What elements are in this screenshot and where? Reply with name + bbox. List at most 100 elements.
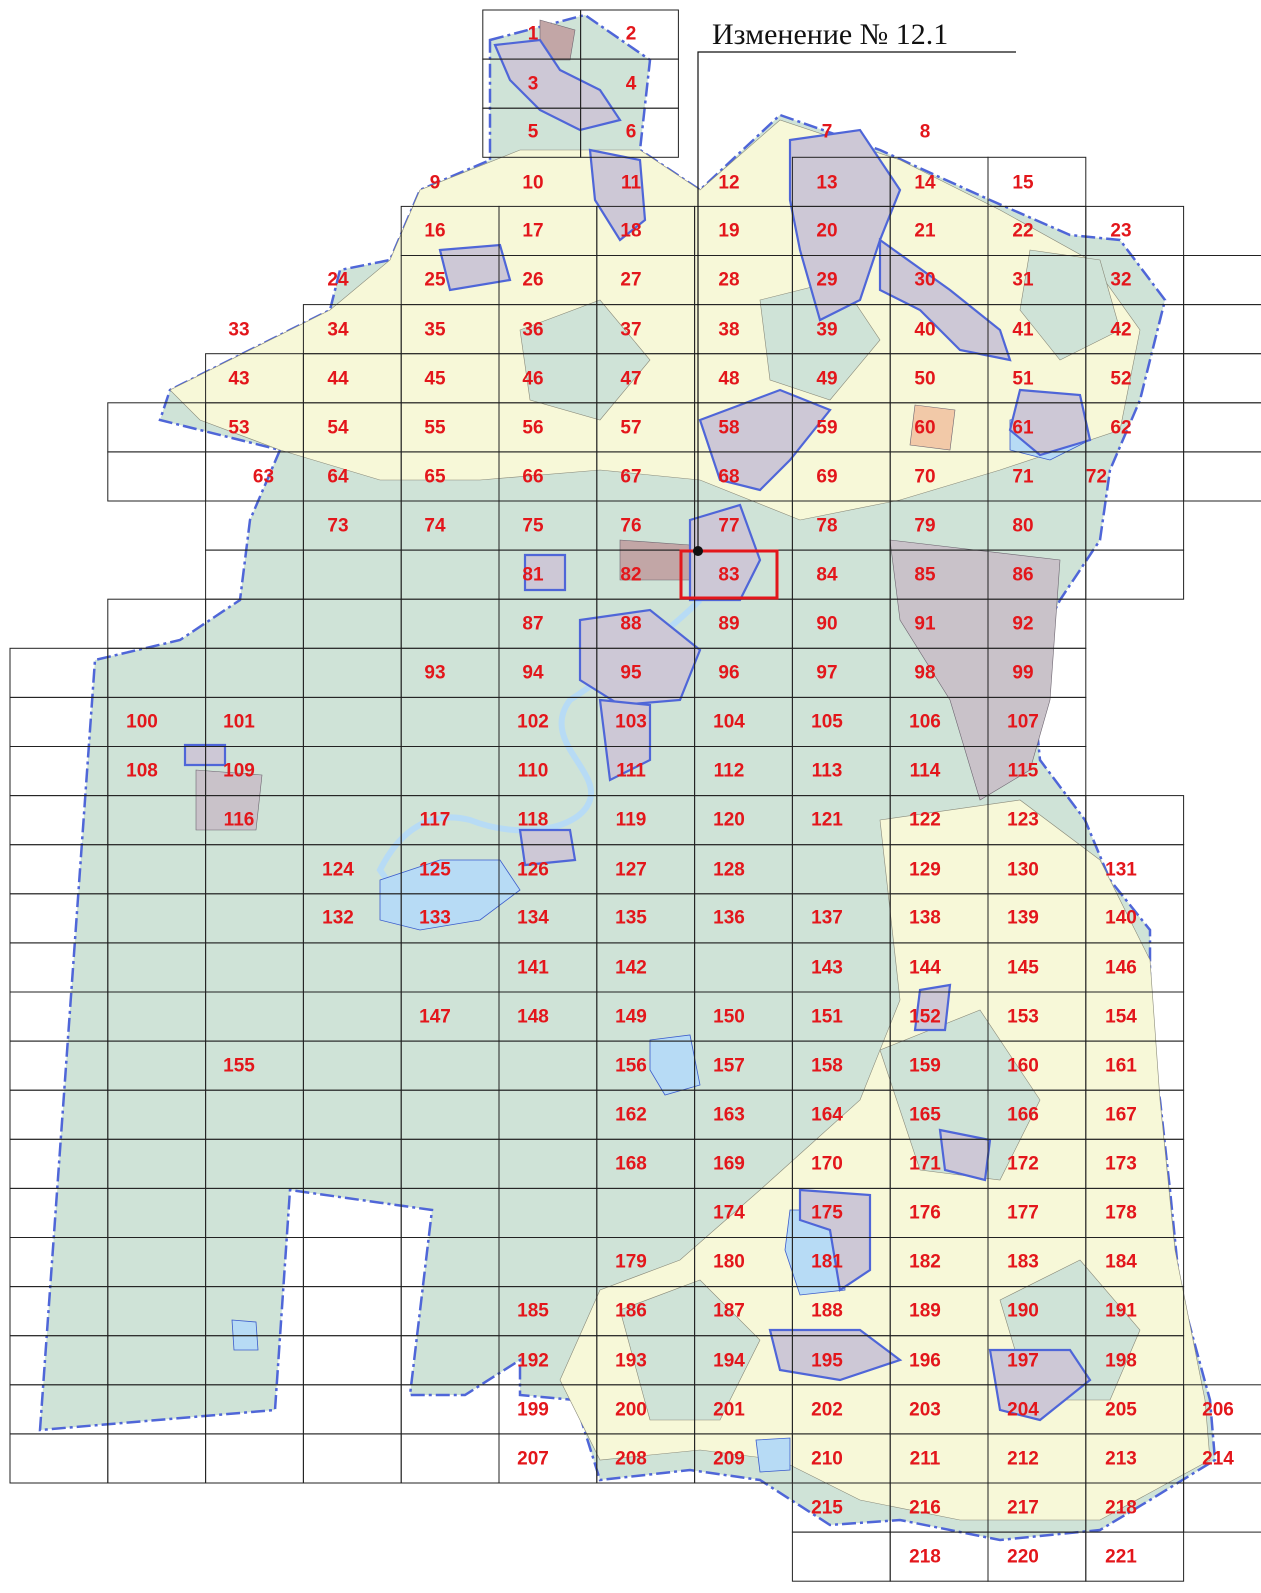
sheet-label-59[interactable]: 59 xyxy=(816,418,837,439)
sheet-label-170[interactable]: 170 xyxy=(811,1154,843,1175)
sheet-label-39[interactable]: 39 xyxy=(816,320,837,341)
sheet-label-6[interactable]: 6 xyxy=(626,122,637,143)
sheet-label-71[interactable]: 71 xyxy=(1012,467,1034,488)
sheet-label-201[interactable]: 201 xyxy=(713,1400,745,1421)
sheet-label-67[interactable]: 67 xyxy=(620,467,641,488)
sheet-label-107[interactable]: 107 xyxy=(1007,712,1039,733)
sheet-label-192[interactable]: 192 xyxy=(517,1351,549,1372)
sheet-label-24[interactable]: 24 xyxy=(327,270,349,291)
sheet-label-193[interactable]: 193 xyxy=(615,1351,647,1372)
sheet-label-61[interactable]: 61 xyxy=(1012,418,1034,439)
sheet-label-2[interactable]: 2 xyxy=(626,24,637,45)
sheet-label-194[interactable]: 194 xyxy=(713,1351,745,1372)
sheet-label-55[interactable]: 55 xyxy=(424,418,446,439)
sheet-label-144[interactable]: 144 xyxy=(909,958,941,979)
sheet-label-179[interactable]: 179 xyxy=(615,1252,647,1273)
sheet-label-53[interactable]: 53 xyxy=(228,418,249,439)
sheet-label-29[interactable]: 29 xyxy=(816,270,837,291)
sheet-label-164[interactable]: 164 xyxy=(811,1105,843,1126)
sheet-label-47[interactable]: 47 xyxy=(620,369,641,390)
sheet-label-85[interactable]: 85 xyxy=(914,565,936,586)
sheet-label-169[interactable]: 169 xyxy=(713,1154,745,1175)
sheet-label-111[interactable]: 111 xyxy=(616,761,646,782)
sheet-label-66[interactable]: 66 xyxy=(522,467,543,488)
sheet-label-69[interactable]: 69 xyxy=(816,467,837,488)
sheet-label-221[interactable]: 221 xyxy=(1105,1547,1137,1568)
sheet-label-136[interactable]: 136 xyxy=(713,908,745,929)
sheet-label-112[interactable]: 112 xyxy=(714,761,745,782)
sheet-label-36[interactable]: 36 xyxy=(522,320,543,341)
sheet-label-14[interactable]: 14 xyxy=(914,173,936,194)
sheet-label-25[interactable]: 25 xyxy=(424,270,446,291)
sheet-label-184[interactable]: 184 xyxy=(1105,1252,1137,1273)
sheet-label-126[interactable]: 126 xyxy=(517,860,549,881)
sheet-label-141[interactable]: 141 xyxy=(517,958,549,979)
sheet-label-100[interactable]: 100 xyxy=(126,712,158,733)
sheet-label-171[interactable]: 171 xyxy=(909,1154,941,1175)
sheet-label-115[interactable]: 115 xyxy=(1008,761,1039,782)
sheet-label-190[interactable]: 190 xyxy=(1007,1301,1039,1322)
sheet-label-198[interactable]: 198 xyxy=(1105,1351,1137,1372)
sheet-label-3[interactable]: 3 xyxy=(528,74,539,95)
sheet-label-174[interactable]: 174 xyxy=(713,1203,745,1224)
sheet-label-4[interactable]: 4 xyxy=(626,74,637,95)
sheet-label-65[interactable]: 65 xyxy=(424,467,446,488)
sheet-label-97[interactable]: 97 xyxy=(816,663,837,684)
sheet-label-11[interactable]: 11 xyxy=(621,173,642,194)
sheet-label-218[interactable]: 218 xyxy=(1105,1498,1137,1519)
sheet-label-17[interactable]: 17 xyxy=(522,221,543,242)
sheet-label-143[interactable]: 143 xyxy=(811,958,843,979)
sheet-label-124[interactable]: 124 xyxy=(322,860,354,881)
sheet-label-187[interactable]: 187 xyxy=(713,1301,745,1322)
sheet-label-197[interactable]: 197 xyxy=(1007,1351,1039,1372)
sheet-label-96[interactable]: 96 xyxy=(718,663,739,684)
sheet-label-202[interactable]: 202 xyxy=(811,1400,843,1421)
sheet-label-159[interactable]: 159 xyxy=(909,1056,941,1077)
sheet-label-151[interactable]: 151 xyxy=(811,1007,843,1028)
sheet-label-182[interactable]: 182 xyxy=(909,1252,941,1273)
sheet-label-145[interactable]: 145 xyxy=(1007,958,1039,979)
sheet-label-33[interactable]: 33 xyxy=(228,320,249,341)
sheet-label-161[interactable]: 161 xyxy=(1105,1056,1137,1077)
sheet-label-20[interactable]: 20 xyxy=(816,221,837,242)
sheet-label-207[interactable]: 207 xyxy=(517,1449,549,1470)
sheet-label-95[interactable]: 95 xyxy=(620,663,642,684)
sheet-label-28[interactable]: 28 xyxy=(718,270,739,291)
sheet-label-74[interactable]: 74 xyxy=(424,516,446,537)
sheet-label-214[interactable]: 214 xyxy=(1202,1449,1234,1470)
sheet-label-42[interactable]: 42 xyxy=(1110,320,1131,341)
sheet-label-93[interactable]: 93 xyxy=(424,663,445,684)
sheet-label-137[interactable]: 137 xyxy=(811,908,843,929)
sheet-label-101[interactable]: 101 xyxy=(223,712,255,733)
sheet-label-30[interactable]: 30 xyxy=(914,270,935,291)
sheet-label-204[interactable]: 204 xyxy=(1007,1400,1039,1421)
sheet-label-16[interactable]: 16 xyxy=(424,221,445,242)
sheet-label-89[interactable]: 89 xyxy=(718,614,739,635)
sheet-label-76[interactable]: 76 xyxy=(620,516,641,537)
sheet-label-188[interactable]: 188 xyxy=(811,1301,843,1322)
sheet-label-139[interactable]: 139 xyxy=(1007,908,1039,929)
sheet-label-134[interactable]: 134 xyxy=(517,908,549,929)
sheet-label-176[interactable]: 176 xyxy=(909,1203,941,1224)
sheet-label-173[interactable]: 173 xyxy=(1105,1154,1137,1175)
sheet-label-215[interactable]: 215 xyxy=(811,1498,843,1519)
sheet-label-22[interactable]: 22 xyxy=(1012,221,1033,242)
sheet-label-31[interactable]: 31 xyxy=(1012,270,1034,291)
sheet-label-167[interactable]: 167 xyxy=(1105,1105,1137,1126)
sheet-label-211[interactable]: 211 xyxy=(910,1449,941,1470)
sheet-label-94[interactable]: 94 xyxy=(522,663,544,684)
sheet-label-108[interactable]: 108 xyxy=(126,761,158,782)
sheet-label-44[interactable]: 44 xyxy=(327,369,349,390)
sheet-label-162[interactable]: 162 xyxy=(615,1105,647,1126)
sheet-label-153[interactable]: 153 xyxy=(1007,1007,1039,1028)
sheet-label-217[interactable]: 217 xyxy=(1007,1498,1039,1519)
sheet-label-43[interactable]: 43 xyxy=(228,369,249,390)
sheet-label-41[interactable]: 41 xyxy=(1012,320,1034,341)
sheet-label-149[interactable]: 149 xyxy=(615,1007,647,1028)
sheet-label-172[interactable]: 172 xyxy=(1007,1154,1039,1175)
sheet-label-199[interactable]: 199 xyxy=(517,1400,549,1421)
sheet-label-129[interactable]: 129 xyxy=(909,860,941,881)
sheet-label-180[interactable]: 180 xyxy=(713,1252,745,1273)
sheet-label-72[interactable]: 72 xyxy=(1086,467,1107,488)
sheet-label-10[interactable]: 10 xyxy=(522,173,543,194)
